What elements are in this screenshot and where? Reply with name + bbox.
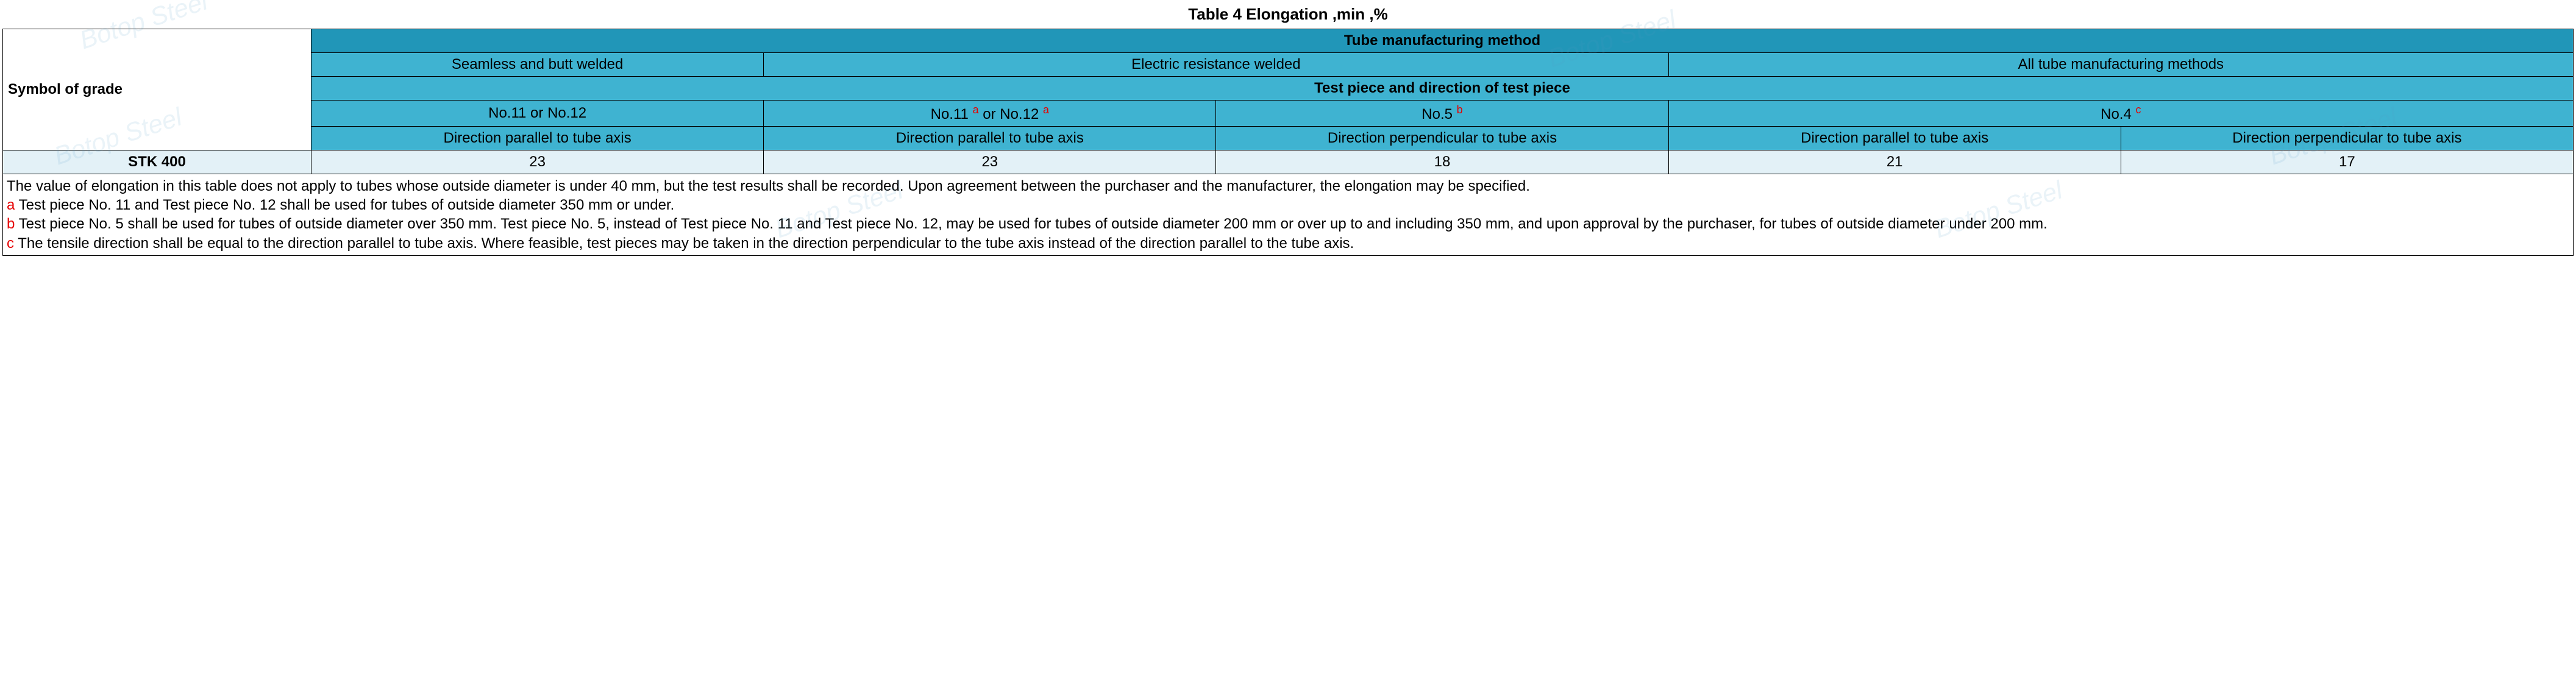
header-dir-perp-2: Direction perpendicular to tube axis <box>2121 127 2573 150</box>
header-no11-12-a: No.11 a or No.12 a <box>764 101 1216 127</box>
header-test-piece-span: Test piece and direction of test piece <box>311 77 2574 101</box>
footnote-a: a Test piece No. 11 and Test piece No. 1… <box>7 196 2569 214</box>
header-no5-b: No.5 b <box>1216 101 1668 127</box>
value-cell: 18 <box>1216 150 1668 174</box>
footnote-key-a: a <box>7 197 15 213</box>
header-no4-c: No.4 c <box>1668 101 2573 127</box>
header-all-methods: All tube manufacturing methods <box>1668 53 2573 77</box>
header-erw: Electric resistance welded <box>764 53 1668 77</box>
header-symbol-of-grade: Symbol of grade <box>3 29 311 150</box>
superscript-c-icon: c <box>2135 104 2141 116</box>
footnote-intro: The value of elongation in this table do… <box>7 177 2569 196</box>
footnote-text-b: Test piece No. 5 shall be used for tubes… <box>15 216 2047 232</box>
footnote-text-c: The tensile direction shall be equal to … <box>14 235 1354 252</box>
footnote-key-b: b <box>7 216 15 232</box>
footnote-key-c: c <box>7 235 14 252</box>
table-title: Table 4 Elongation ,min ,% <box>2 2 2574 29</box>
value-cell: 21 <box>1668 150 2121 174</box>
header-dir-perp-1: Direction perpendicular to tube axis <box>1216 127 1668 150</box>
header-no11-pre: No.11 <box>931 106 973 122</box>
header-no5-pre: No.5 <box>1421 106 1456 122</box>
header-no4-pre: No.4 <box>2101 106 2135 122</box>
value-cell: 23 <box>311 150 764 174</box>
superscript-a-icon: a <box>1043 104 1049 116</box>
header-tube-method: Tube manufacturing method <box>311 29 2574 53</box>
value-cell: 23 <box>764 150 1216 174</box>
value-cell: 17 <box>2121 150 2573 174</box>
header-dir-parallel-1: Direction parallel to tube axis <box>311 127 764 150</box>
footnotes-block: The value of elongation in this table do… <box>2 174 2574 256</box>
grade-stk400-label: STK 400 <box>3 150 311 174</box>
header-no11-12-plain: No.11 or No.12 <box>311 101 764 127</box>
header-seamless: Seamless and butt welded <box>311 53 764 77</box>
header-dir-parallel-3: Direction parallel to tube axis <box>1668 127 2121 150</box>
superscript-b-icon: b <box>1457 104 1463 116</box>
footnote-text-a: Test piece No. 11 and Test piece No. 12 … <box>15 197 674 213</box>
table-row: STK 400 23 23 18 21 17 <box>3 150 2574 174</box>
elongation-table: Symbol of grade Tube manufacturing metho… <box>2 29 2574 174</box>
footnote-b: b Test piece No. 5 shall be used for tub… <box>7 214 2569 233</box>
footnote-c: c The tensile direction shall be equal t… <box>7 234 2569 253</box>
superscript-a-icon: a <box>973 104 979 116</box>
header-no12-mid: or No.12 <box>979 106 1043 122</box>
header-dir-parallel-2: Direction parallel to tube axis <box>764 127 1216 150</box>
